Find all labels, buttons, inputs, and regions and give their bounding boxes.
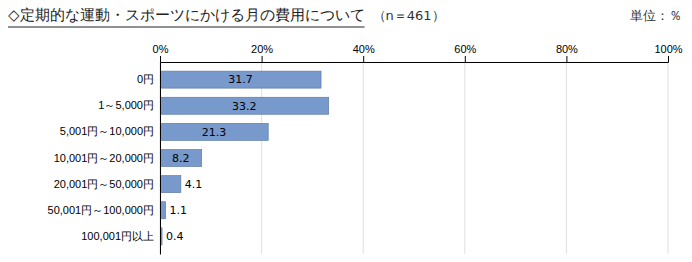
data-label: 4.1 bbox=[185, 178, 203, 191]
x-tick-label: 80% bbox=[556, 43, 578, 55]
x-tick: 60% bbox=[454, 43, 476, 62]
y-tick-label: 100,001円以上 bbox=[81, 230, 154, 242]
data-label: 8.2 bbox=[172, 152, 190, 165]
title-block: ◇定期的な運動・スポーツにかける月の費用について （n＝461） 単位：％ bbox=[8, 6, 682, 27]
x-tick-mark bbox=[160, 56, 161, 62]
x-tick-mark bbox=[566, 56, 567, 62]
y-tick: 20,001円～50,000円 bbox=[54, 178, 160, 190]
y-tick-label: 5,001円～10,000円 bbox=[60, 125, 154, 137]
y-tick-label: 10,001円～20,000円 bbox=[54, 152, 154, 164]
x-tick-label: 100% bbox=[654, 43, 682, 55]
bars bbox=[160, 71, 329, 245]
y-tick: 5,001円～10,000円 bbox=[60, 125, 160, 137]
grid-line bbox=[363, 62, 364, 254]
bar bbox=[160, 71, 321, 88]
data-label: 0.4 bbox=[166, 230, 184, 243]
title: ◇定期的な運動・スポーツにかける月の費用について bbox=[8, 6, 365, 24]
x-tick-label: 20% bbox=[251, 43, 273, 55]
grid-line bbox=[160, 62, 161, 254]
y-tick: 10,001円～20,000円 bbox=[54, 152, 160, 164]
x-tick: 100% bbox=[654, 43, 682, 62]
data-label: 1.1 bbox=[170, 204, 188, 217]
bar bbox=[160, 123, 268, 140]
y-tick: 1～5,000円 bbox=[98, 99, 160, 111]
y-tick-label: 20,001円～50,000円 bbox=[54, 178, 154, 190]
x-tick-mark bbox=[262, 56, 263, 62]
y-tick-label: 50,001円～100,000円 bbox=[48, 204, 154, 216]
x-tick-mark bbox=[668, 56, 669, 62]
y-tick: 100,001円以上 bbox=[81, 230, 160, 242]
x-tick: 20% bbox=[251, 43, 273, 62]
x-tick-label: 0% bbox=[153, 43, 169, 55]
chart-svg: ◇定期的な運動・スポーツにかける月の費用について （n＝461） 単位：％ 0% 20%… bbox=[0, 0, 692, 262]
x-tick: 80% bbox=[556, 43, 578, 62]
y-tick: 0円 bbox=[137, 73, 160, 85]
y-axis-line bbox=[160, 63, 161, 255]
x-tick-mark bbox=[465, 56, 466, 62]
x-tick: 40% bbox=[353, 43, 375, 62]
x-axis-line bbox=[161, 56, 669, 63]
x-tick: 0% bbox=[153, 43, 169, 62]
grid-line bbox=[261, 62, 262, 254]
grid-line bbox=[566, 62, 567, 254]
x-axis: 0% 20% 40% 60% 80% 100% bbox=[153, 43, 683, 63]
bar bbox=[160, 150, 202, 167]
plot: 0% 20% 40% 60% 80% 100% 0円 1～5,000円 5,001円～10,00… bbox=[48, 43, 683, 255]
bar bbox=[160, 176, 181, 193]
y-axis: 0円 1～5,000円 5,001円～10,000円 10,001円～20,000円 2… bbox=[48, 63, 161, 255]
grid-line bbox=[668, 62, 669, 254]
title-underline bbox=[8, 27, 365, 28]
x-tick-mark bbox=[363, 56, 364, 62]
bar bbox=[160, 97, 329, 114]
subtitle: （n＝461） bbox=[373, 8, 445, 23]
x-tick-label: 60% bbox=[454, 43, 476, 55]
y-tick-label: 0円 bbox=[137, 73, 154, 85]
y-tick-label: 1～5,000円 bbox=[98, 99, 154, 111]
x-tick-label: 40% bbox=[353, 43, 375, 55]
data-label: 21.3 bbox=[202, 126, 227, 139]
unit-annotation: 単位：％ bbox=[630, 8, 682, 23]
y-tick: 50,001円～100,000円 bbox=[48, 204, 160, 216]
data-labels: 31.7 33.2 21.3 8.2 4.1 1.1 0.4 bbox=[166, 73, 257, 243]
data-label: 31.7 bbox=[228, 73, 253, 86]
grid-line bbox=[464, 62, 465, 254]
grid bbox=[160, 62, 668, 254]
data-label: 33.2 bbox=[232, 100, 257, 113]
